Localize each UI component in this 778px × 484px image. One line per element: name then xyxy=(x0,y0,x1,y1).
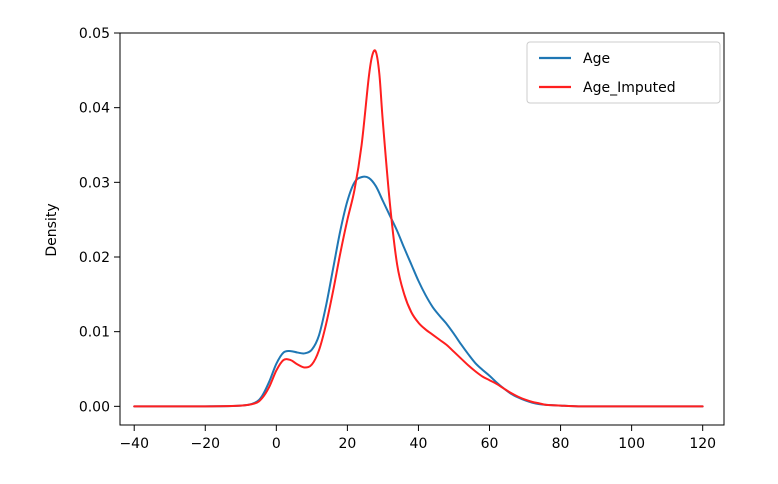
x-tick-label: 20 xyxy=(338,436,356,452)
x-tick-label: −40 xyxy=(119,436,149,452)
y-axis-label: Density xyxy=(44,203,60,256)
y-axis-ticks: 0.00 0.01 0.02 0.03 0.04 0.05 xyxy=(79,26,120,415)
x-tick-label: 80 xyxy=(552,436,570,452)
series-lines xyxy=(133,49,704,408)
legend: Age Age_Imputed xyxy=(526,41,721,104)
legend-box xyxy=(526,41,721,104)
x-axis-ticks: −40 −20 0 20 40 60 80 100 120 xyxy=(119,425,716,452)
y-tick-label: 0.01 xyxy=(79,325,110,341)
line-age-imputed xyxy=(133,49,704,408)
x-tick-label: 60 xyxy=(481,436,499,452)
x-tick-label: 0 xyxy=(272,436,281,452)
y-tick-label: 0.05 xyxy=(79,26,110,42)
x-tick-label: 100 xyxy=(618,436,645,452)
x-tick-label: 40 xyxy=(410,436,428,452)
legend-label-age-imputed: Age_Imputed xyxy=(583,80,676,96)
legend-label-age: Age xyxy=(583,51,610,67)
x-tick-label: −20 xyxy=(190,436,220,452)
plot-frame xyxy=(119,32,725,426)
x-tick-label: 120 xyxy=(689,436,716,452)
line-age xyxy=(133,175,704,408)
y-tick-label: 0.04 xyxy=(79,101,110,117)
y-tick-label: 0.00 xyxy=(79,399,110,415)
y-tick-label: 0.02 xyxy=(79,250,110,266)
y-tick-label: 0.03 xyxy=(79,175,110,191)
